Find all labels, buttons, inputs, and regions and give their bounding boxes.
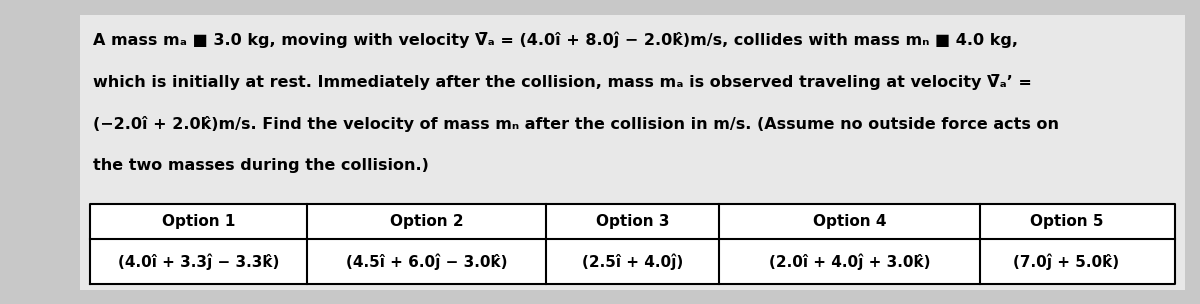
Text: A mass mₐ ■ 3.0 kg, moving with velocity V̅ₐ = (4.0î + 8.0ĵ − 2.0k̂)m/s, collide: A mass mₐ ■ 3.0 kg, moving with velocity… — [94, 32, 1018, 49]
Text: (7.0ĵ + 5.0k̂): (7.0ĵ + 5.0k̂) — [1014, 253, 1120, 270]
Text: (−2.0î + 2.0k̂)m/s. Find the velocity of mass mₙ after the collision in m/s. (As: (−2.0î + 2.0k̂)m/s. Find the velocity of… — [94, 116, 1060, 132]
Text: Option 5: Option 5 — [1030, 214, 1103, 229]
Text: Option 2: Option 2 — [390, 214, 463, 229]
FancyBboxPatch shape — [80, 15, 1186, 290]
Text: (2.0î + 4.0ĵ + 3.0k̂): (2.0î + 4.0ĵ + 3.0k̂) — [769, 253, 930, 270]
Text: Option 3: Option 3 — [595, 214, 670, 229]
Text: Option 4: Option 4 — [812, 214, 887, 229]
FancyBboxPatch shape — [90, 204, 1175, 284]
Text: (4.5î + 6.0ĵ − 3.0k̂): (4.5î + 6.0ĵ − 3.0k̂) — [346, 253, 508, 270]
Text: (4.0î + 3.3ĵ − 3.3k̂): (4.0î + 3.3ĵ − 3.3k̂) — [118, 253, 280, 270]
Text: (2.5î + 4.0ĵ): (2.5î + 4.0ĵ) — [582, 253, 683, 270]
Text: which is initially at rest. Immediately after the collision, mass mₐ is observed: which is initially at rest. Immediately … — [94, 74, 1032, 90]
Text: Option 1: Option 1 — [162, 214, 235, 229]
Text: the two masses during the collision.): the two masses during the collision.) — [94, 158, 428, 173]
